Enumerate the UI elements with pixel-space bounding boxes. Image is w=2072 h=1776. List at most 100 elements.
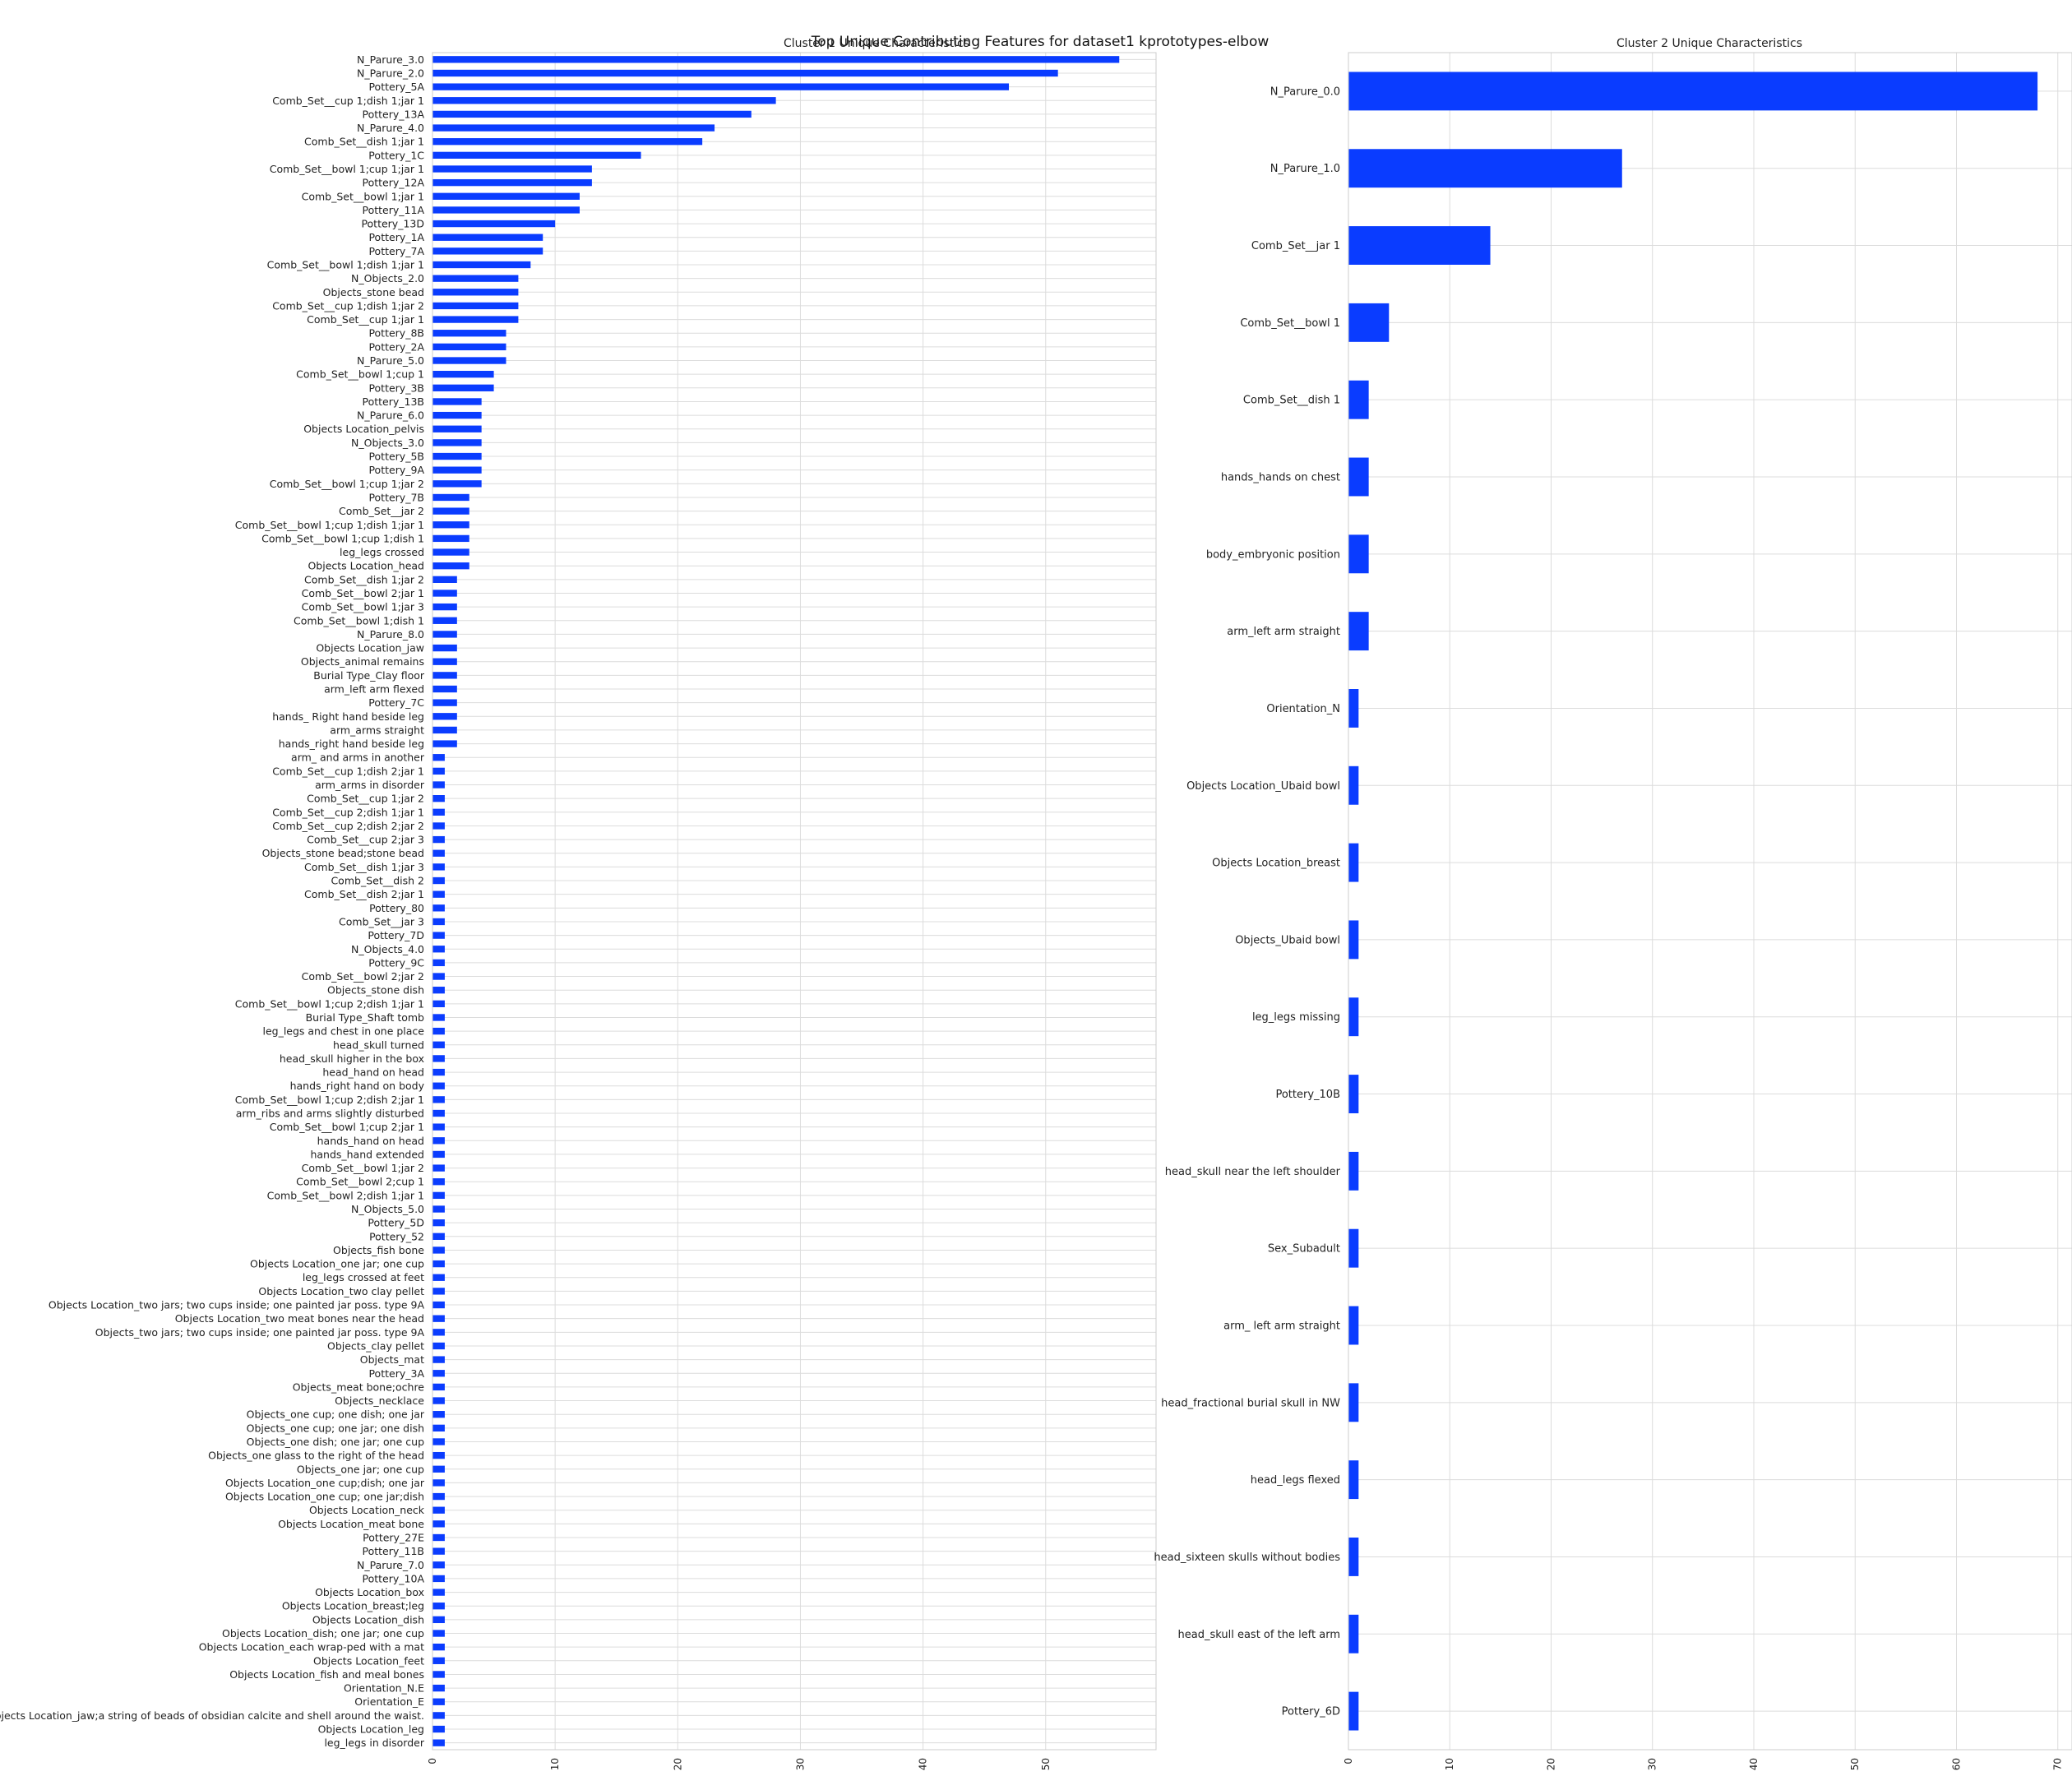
- c1-bar: [432, 863, 445, 871]
- c1-bar: [432, 726, 457, 734]
- c1-y-tick-label: Pottery_1A: [368, 231, 424, 243]
- c2-bar: [1348, 72, 2038, 111]
- c1-y-tick-label: Comb_Set__dish 2: [331, 875, 424, 887]
- c2-y-tick-label: Objects_Ubaid bowl: [1235, 934, 1340, 946]
- c1-y-tick-label: Comb_Set__jar 2: [339, 505, 424, 517]
- c1-y-tick-label: hands_hand on head: [317, 1135, 424, 1147]
- c1-bar: [432, 411, 482, 419]
- c1-y-tick-label: Objects_mat: [360, 1353, 424, 1366]
- c1-y-tick-label: Pottery_7B: [368, 491, 424, 503]
- c2-y-tick-label: Pottery_10B: [1275, 1089, 1340, 1101]
- c1-bar: [432, 247, 543, 255]
- c1-y-tick-label: Objects Location_neck: [309, 1504, 425, 1516]
- c1-bar: [432, 1630, 445, 1637]
- c1-y-tick-label: Pottery_10A: [363, 1572, 425, 1584]
- c1-bar: [432, 1492, 445, 1501]
- c1-y-tick-label: Comb_Set__cup 2;jar 3: [307, 834, 424, 846]
- cluster-1-bars: [432, 56, 1120, 1746]
- c1-bar: [432, 316, 519, 323]
- c1-y-tick-label: Objects_animal remains: [301, 655, 424, 668]
- c1-y-tick-label: N_Parure_7.0: [357, 1559, 424, 1571]
- c1-y-tick-label: Pottery_7D: [368, 929, 424, 941]
- c1-bar: [432, 590, 457, 597]
- c1-bar: [432, 631, 457, 638]
- c1-bar: [432, 1520, 445, 1528]
- c1-y-tick-label: N_Objects_4.0: [351, 943, 424, 955]
- cluster-1-plot-frame: [432, 52, 1157, 1751]
- cluster-2-x-tick-labels: 0 10 20 30 40 50 60 70: [1343, 1758, 2064, 1770]
- c1-y-tick-label: Comb_Set__bowl 1;cup 2;dish 2;jar 1: [235, 1094, 424, 1106]
- c1-bar: [432, 658, 457, 665]
- c1-bar: [432, 1725, 445, 1733]
- c1-y-tick-label: Comb_Set__bowl 1;cup 1;dish 1: [261, 532, 424, 544]
- c1-y-tick-label: Pottery_13B: [362, 395, 424, 408]
- c2-bar: [1348, 1075, 1359, 1113]
- c2-bar: [1348, 226, 1491, 265]
- c1-y-tick-label: arm_ and arms in another: [291, 752, 425, 764]
- c1-y-tick-label: Objects_necklace: [335, 1394, 424, 1407]
- c1-bar: [432, 576, 457, 583]
- c1-y-tick-label: Objects Location_fish and meal bones: [229, 1668, 424, 1681]
- c2-y-tick-label: arm_left arm straight: [1227, 626, 1340, 638]
- c1-y-tick-label: Objects Location_one cup; one jar;dish: [225, 1491, 424, 1503]
- c1-y-tick-label: Objects Location_feet: [313, 1654, 424, 1667]
- c1-bar: [432, 138, 703, 146]
- c2-y-tick-label: Pottery_6D: [1282, 1706, 1340, 1718]
- c1-y-tick-label: N_Parure_6.0: [357, 409, 424, 422]
- cluster-1-x-tick-labels: 0 10 20 30 40 50: [427, 1758, 1052, 1770]
- c1-bar: [432, 685, 457, 693]
- c1-bar: [432, 959, 445, 967]
- c1-bar: [432, 1123, 445, 1131]
- c2-x-tick-label: 10: [1444, 1758, 1455, 1770]
- c1-y-tick-label: Comb_Set__bowl 2;jar 1: [302, 587, 424, 599]
- c1-y-tick-label: head_hand on head: [322, 1066, 424, 1079]
- c1-y-tick-label: Objects_one cup; one dish; one jar: [247, 1408, 425, 1421]
- c1-bar: [432, 192, 580, 200]
- c2-bar: [1348, 612, 1369, 651]
- c1-y-tick-label: Objects Location_head: [308, 560, 424, 572]
- c1-bar: [432, 767, 445, 775]
- c1-x-tick-label: 50: [1040, 1758, 1052, 1770]
- c1-y-tick-label: N_Parure_2.0: [357, 67, 424, 79]
- c1-bar: [432, 452, 482, 460]
- c1-y-tick-label: N_Objects_3.0: [351, 437, 424, 449]
- c2-y-tick-label: head_skull east of the left arm: [1178, 1629, 1340, 1641]
- c1-bar: [432, 1356, 445, 1363]
- c2-bar: [1348, 457, 1369, 497]
- c2-y-tick-label: head_skull near the left shoulder: [1165, 1166, 1341, 1178]
- c1-y-tick-label: Pottery_7C: [368, 696, 424, 709]
- cluster-1-chart: Cluster 1 Unique Characteristics N_Parur…: [0, 37, 1157, 1770]
- c1-x-tick-label: 20: [672, 1758, 683, 1770]
- c1-y-tick-label: Objects Location_meat bone: [278, 1518, 424, 1530]
- c1-bar: [432, 1027, 445, 1035]
- c1-bar: [432, 178, 592, 187]
- c1-y-tick-label: Comb_Set__bowl 1;cup 2;jar 1: [270, 1121, 424, 1133]
- c2-bar: [1348, 920, 1359, 960]
- c1-y-tick-label: Objects_stone dish: [327, 984, 424, 997]
- c1-y-tick-label: Comb_Set__jar 3: [339, 915, 424, 927]
- c1-y-tick-label: arm_ribs and arms slightly disturbed: [236, 1108, 424, 1120]
- c1-y-tick-label: Comb_Set__cup 1;dish 1;jar 1: [272, 95, 424, 107]
- c1-y-tick-label: Comb_Set__bowl 2;jar 2: [302, 970, 424, 983]
- c2-x-tick-label: 0: [1343, 1758, 1354, 1764]
- c1-bar: [432, 1383, 445, 1391]
- c1-y-tick-label: N_Parure_8.0: [357, 628, 424, 641]
- c1-bar: [432, 1397, 445, 1404]
- c1-y-tick-label: Pottery_11B: [362, 1545, 424, 1557]
- c1-y-tick-label: N_Objects_5.0: [351, 1203, 424, 1215]
- c1-y-tick-label: N_Parure_4.0: [357, 122, 424, 134]
- c1-bar: [432, 1082, 445, 1089]
- c1-y-tick-label: Pottery_5B: [368, 451, 424, 463]
- cluster-1-title: Cluster 1 Unique Characteristics: [784, 37, 969, 50]
- c1-bar: [432, 1657, 445, 1664]
- c1-bar: [432, 1684, 445, 1692]
- c1-bar: [432, 1616, 445, 1624]
- c2-bar: [1348, 380, 1369, 419]
- c1-bar: [432, 124, 715, 132]
- cluster-2-bars: [1348, 72, 2038, 1731]
- c1-bar: [432, 1451, 445, 1459]
- c1-y-tick-label: Objects_clay pellet: [327, 1339, 424, 1352]
- c2-y-tick-label: Orientation_N: [1266, 703, 1340, 715]
- c2-y-tick-label: Sex_Subadult: [1268, 1243, 1340, 1256]
- c1-bar: [432, 234, 543, 241]
